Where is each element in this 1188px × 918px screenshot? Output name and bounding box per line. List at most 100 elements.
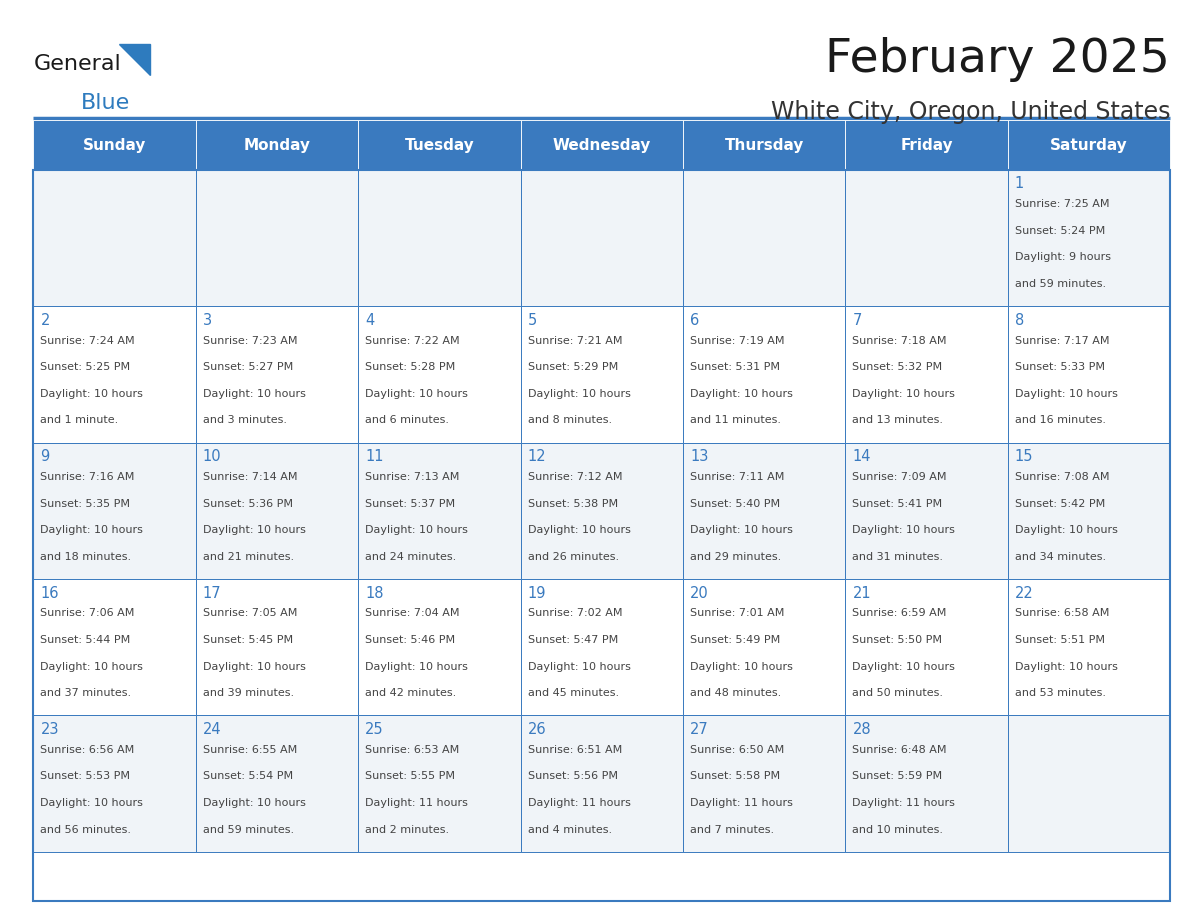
Text: Sunrise: 7:25 AM: Sunrise: 7:25 AM [1015, 199, 1110, 209]
Text: 21: 21 [853, 586, 871, 600]
Text: 16: 16 [40, 586, 59, 600]
Bar [196, 579, 358, 715]
Text: Daylight: 10 hours: Daylight: 10 hours [853, 525, 955, 535]
Text: Daylight: 10 hours: Daylight: 10 hours [527, 662, 631, 672]
Text: Blue: Blue [81, 93, 129, 113]
Text: 8: 8 [1015, 313, 1024, 328]
Text: Daylight: 10 hours: Daylight: 10 hours [40, 798, 144, 808]
Text: Daylight: 10 hours: Daylight: 10 hours [203, 525, 305, 535]
Polygon shape [119, 44, 150, 75]
Text: and 18 minutes.: and 18 minutes. [40, 552, 132, 562]
Text: and 7 minutes.: and 7 minutes. [690, 824, 775, 834]
Text: Sunrise: 7:09 AM: Sunrise: 7:09 AM [853, 472, 947, 482]
Text: Daylight: 10 hours: Daylight: 10 hours [365, 662, 468, 672]
Bar [846, 579, 1007, 715]
Text: 11: 11 [365, 449, 384, 465]
Text: Monday: Monday [244, 138, 310, 152]
Text: Sunset: 5:58 PM: Sunset: 5:58 PM [690, 771, 781, 781]
Text: and 4 minutes.: and 4 minutes. [527, 824, 612, 834]
Text: Sunset: 5:33 PM: Sunset: 5:33 PM [1015, 363, 1105, 372]
Text: and 2 minutes.: and 2 minutes. [365, 824, 449, 834]
Bar [33, 170, 1170, 901]
Bar [683, 120, 846, 170]
Text: and 59 minutes.: and 59 minutes. [203, 824, 293, 834]
Text: Sunset: 5:41 PM: Sunset: 5:41 PM [853, 498, 942, 509]
Text: Daylight: 10 hours: Daylight: 10 hours [40, 525, 144, 535]
Text: Sunday: Sunday [83, 138, 146, 152]
Text: 1: 1 [1015, 176, 1024, 191]
Bar [846, 715, 1007, 852]
Bar [33, 442, 196, 579]
Text: 24: 24 [203, 722, 221, 737]
Text: 12: 12 [527, 449, 546, 465]
Text: Sunrise: 7:23 AM: Sunrise: 7:23 AM [203, 336, 297, 345]
Text: Sunset: 5:25 PM: Sunset: 5:25 PM [40, 363, 131, 372]
Text: 20: 20 [690, 586, 709, 600]
Text: Saturday: Saturday [1050, 138, 1127, 152]
Text: and 8 minutes.: and 8 minutes. [527, 416, 612, 425]
Bar [358, 170, 520, 307]
Text: Sunrise: 7:04 AM: Sunrise: 7:04 AM [365, 609, 460, 619]
Bar [33, 579, 196, 715]
Text: Sunrise: 7:19 AM: Sunrise: 7:19 AM [690, 336, 784, 345]
Text: Sunrise: 7:06 AM: Sunrise: 7:06 AM [40, 609, 134, 619]
Bar [358, 579, 520, 715]
Bar [1007, 120, 1170, 170]
Text: Sunrise: 7:21 AM: Sunrise: 7:21 AM [527, 336, 623, 345]
Text: 27: 27 [690, 722, 709, 737]
Text: 13: 13 [690, 449, 708, 465]
Bar [33, 170, 196, 307]
Text: 17: 17 [203, 586, 221, 600]
Text: Sunrise: 6:53 AM: Sunrise: 6:53 AM [365, 744, 460, 755]
Text: and 59 minutes.: and 59 minutes. [1015, 279, 1106, 289]
Text: 19: 19 [527, 586, 546, 600]
Text: Sunset: 5:44 PM: Sunset: 5:44 PM [40, 635, 131, 645]
Text: Sunset: 5:51 PM: Sunset: 5:51 PM [1015, 635, 1105, 645]
Text: Sunset: 5:35 PM: Sunset: 5:35 PM [40, 498, 131, 509]
Text: and 6 minutes.: and 6 minutes. [365, 416, 449, 425]
Text: and 16 minutes.: and 16 minutes. [1015, 416, 1106, 425]
Text: Daylight: 10 hours: Daylight: 10 hours [527, 389, 631, 398]
Text: Sunrise: 7:18 AM: Sunrise: 7:18 AM [853, 336, 947, 345]
Text: Daylight: 10 hours: Daylight: 10 hours [203, 798, 305, 808]
Text: Daylight: 10 hours: Daylight: 10 hours [40, 662, 144, 672]
Text: 28: 28 [853, 722, 871, 737]
Text: Sunrise: 7:02 AM: Sunrise: 7:02 AM [527, 609, 623, 619]
Text: and 3 minutes.: and 3 minutes. [203, 416, 286, 425]
Text: Sunset: 5:59 PM: Sunset: 5:59 PM [853, 771, 942, 781]
Text: Sunrise: 6:50 AM: Sunrise: 6:50 AM [690, 744, 784, 755]
Text: and 29 minutes.: and 29 minutes. [690, 552, 782, 562]
Text: Daylight: 10 hours: Daylight: 10 hours [365, 525, 468, 535]
Text: Sunset: 5:24 PM: Sunset: 5:24 PM [1015, 226, 1105, 236]
Text: Sunrise: 7:24 AM: Sunrise: 7:24 AM [40, 336, 135, 345]
Text: Daylight: 10 hours: Daylight: 10 hours [690, 389, 792, 398]
Text: and 56 minutes.: and 56 minutes. [40, 824, 132, 834]
Text: 23: 23 [40, 722, 59, 737]
Text: 25: 25 [365, 722, 384, 737]
Text: and 48 minutes.: and 48 minutes. [690, 688, 782, 699]
Text: Daylight: 10 hours: Daylight: 10 hours [203, 389, 305, 398]
Text: Sunrise: 7:08 AM: Sunrise: 7:08 AM [1015, 472, 1110, 482]
Text: Sunrise: 6:51 AM: Sunrise: 6:51 AM [527, 744, 621, 755]
Text: and 42 minutes.: and 42 minutes. [365, 688, 456, 699]
Text: Sunset: 5:55 PM: Sunset: 5:55 PM [365, 771, 455, 781]
Bar [196, 307, 358, 442]
Bar [1007, 442, 1170, 579]
Text: Sunset: 5:36 PM: Sunset: 5:36 PM [203, 498, 292, 509]
Text: Sunset: 5:28 PM: Sunset: 5:28 PM [365, 363, 455, 372]
Text: Sunrise: 7:01 AM: Sunrise: 7:01 AM [690, 609, 784, 619]
Bar [33, 715, 196, 852]
Text: White City, Oregon, United States: White City, Oregon, United States [771, 100, 1170, 124]
Text: Sunrise: 7:11 AM: Sunrise: 7:11 AM [690, 472, 784, 482]
Text: 15: 15 [1015, 449, 1034, 465]
Text: Sunrise: 7:16 AM: Sunrise: 7:16 AM [40, 472, 134, 482]
Text: Sunrise: 6:59 AM: Sunrise: 6:59 AM [853, 609, 947, 619]
Text: Daylight: 10 hours: Daylight: 10 hours [853, 389, 955, 398]
Text: Sunset: 5:31 PM: Sunset: 5:31 PM [690, 363, 781, 372]
Text: and 39 minutes.: and 39 minutes. [203, 688, 293, 699]
Bar [1007, 170, 1170, 307]
Text: Daylight: 10 hours: Daylight: 10 hours [690, 525, 792, 535]
Bar [196, 170, 358, 307]
Text: and 21 minutes.: and 21 minutes. [203, 552, 293, 562]
Text: Sunrise: 7:13 AM: Sunrise: 7:13 AM [365, 472, 460, 482]
